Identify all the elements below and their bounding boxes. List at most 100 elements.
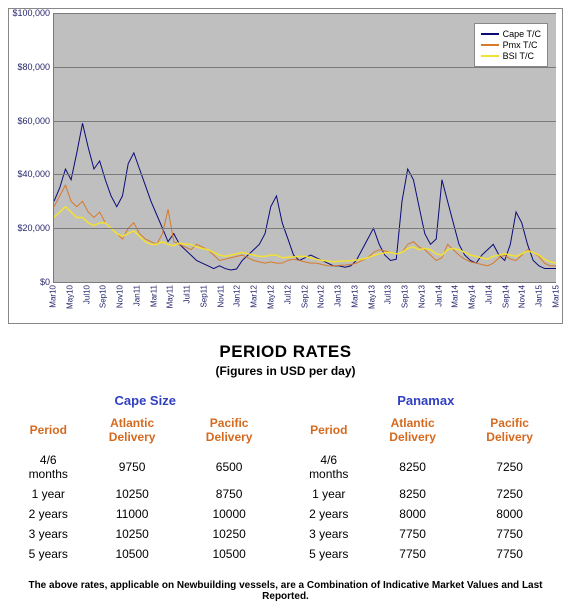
table-cell: 3 years (295, 524, 364, 544)
chart-x-tick: Jan14 (434, 285, 443, 307)
legend-swatch (481, 44, 499, 46)
chart-series-bsi-t-c (54, 207, 556, 263)
table-row: 5 years77507750 (295, 544, 558, 564)
chart-x-tick: Jul14 (484, 285, 493, 304)
table-cell: 9750 (83, 450, 182, 484)
table-cell: 10250 (83, 484, 182, 504)
rate-table-panamax: PanamaxPeriodAtlantic DeliveryPacific De… (295, 392, 558, 564)
table-row: 2 years80008000 (295, 504, 558, 524)
chart-x-axis: Mar10May10Jul10Sep10Nov10Jan11Mar11May11… (53, 283, 556, 321)
chart-legend: Cape T/CPmx T/CBSI T/C (474, 23, 548, 67)
chart-y-tick: $20,000 (17, 223, 54, 233)
table-group-header: Panamax (295, 392, 558, 414)
chart-x-tick: Mar13 (350, 285, 359, 308)
table-column-header: Pacific Delivery (462, 414, 557, 450)
table-cell: 5 years (14, 544, 83, 564)
table-cell: 1 year (14, 484, 83, 504)
table-row: 4/6 months82507250 (295, 450, 558, 484)
chart-y-tick: $80,000 (17, 62, 54, 72)
legend-label: Pmx T/C (503, 40, 538, 50)
chart-x-tick: Jul12 (283, 285, 292, 304)
table-column-header: Period (295, 414, 364, 450)
chart-x-tick: Mar12 (250, 285, 259, 308)
chart-x-tick: May12 (266, 285, 275, 309)
table-cell: 7250 (462, 484, 557, 504)
chart-x-tick: Nov13 (417, 285, 426, 308)
table-column-header: Atlantic Delivery (363, 414, 462, 450)
table-cell: 7750 (363, 524, 462, 544)
chart-x-tick: Jul11 (183, 285, 192, 304)
table-cell: 8750 (182, 484, 277, 504)
table-cell: 4/6 months (295, 450, 364, 484)
chart-x-tick: Sep14 (501, 285, 510, 308)
chart-x-tick: Mar15 (552, 285, 561, 308)
chart-x-tick: May11 (166, 285, 175, 308)
chart-x-tick: Jul10 (82, 285, 91, 304)
chart-series-cape-t-c (54, 123, 556, 270)
table-cell: 3 years (14, 524, 83, 544)
table-cell: 10000 (182, 504, 277, 524)
table-row: 2 years1100010000 (14, 504, 277, 524)
chart-series-pmx-t-c (54, 185, 556, 266)
chart-x-tick: Jul13 (384, 285, 393, 304)
chart-x-tick: Jan13 (334, 285, 343, 307)
table-cell: 8000 (462, 504, 557, 524)
table-cell: 11000 (83, 504, 182, 524)
chart-y-tick: $40,000 (17, 169, 54, 179)
table-row: 4/6 months97506500 (14, 450, 277, 484)
table-cell: 7750 (363, 544, 462, 564)
table-cell: 10500 (182, 544, 277, 564)
rates-tables: Cape SizePeriodAtlantic DeliveryPacific … (8, 392, 563, 564)
table-column-header: Atlantic Delivery (83, 414, 182, 450)
table-cell: 4/6 months (14, 450, 83, 484)
chart-x-tick: Nov12 (317, 285, 326, 308)
chart-plot-area: Cape T/CPmx T/CBSI T/C $0$20,000$40,000$… (53, 13, 556, 283)
chart-x-tick: May13 (367, 285, 376, 309)
chart-x-tick: Jan12 (233, 285, 242, 307)
table-row: 1 year82507250 (295, 484, 558, 504)
chart-y-tick: $60,000 (17, 116, 54, 126)
chart-x-tick: Sep12 (300, 285, 309, 308)
table-cell: 2 years (14, 504, 83, 524)
chart-x-tick: Sep10 (99, 285, 108, 308)
table-cell: 5 years (295, 544, 364, 564)
table-cell: 10500 (83, 544, 182, 564)
table-row: 1 year102508750 (14, 484, 277, 504)
chart-x-tick: Jan15 (535, 285, 544, 307)
chart-y-tick: $100,000 (12, 8, 54, 18)
table-cell: 8250 (363, 484, 462, 504)
chart-x-tick: Jan11 (132, 285, 141, 306)
table-group-header: Cape Size (14, 392, 277, 414)
rates-footnote: The above rates, applicable on Newbuildi… (8, 580, 563, 602)
chart-x-tick: May10 (65, 285, 74, 309)
table-row: 3 years77507750 (295, 524, 558, 544)
legend-item: BSI T/C (481, 51, 541, 61)
table-column-header: Pacific Delivery (182, 414, 277, 450)
chart-x-tick: May14 (468, 285, 477, 309)
legend-swatch (481, 55, 499, 57)
chart-x-tick: Sep13 (401, 285, 410, 308)
table-cell: 10250 (182, 524, 277, 544)
rates-subtitle: (Figures in USD per day) (8, 364, 563, 378)
table-cell: 1 year (295, 484, 364, 504)
rates-chart: Cape T/CPmx T/CBSI T/C $0$20,000$40,000$… (8, 8, 563, 324)
table-cell: 8000 (363, 504, 462, 524)
chart-x-tick: Sep11 (199, 285, 208, 308)
chart-x-tick: Nov11 (216, 285, 225, 308)
table-column-header: Period (14, 414, 83, 450)
legend-label: Cape T/C (503, 29, 541, 39)
table-cell: 7750 (462, 524, 557, 544)
chart-x-tick: Mar11 (149, 285, 158, 307)
rate-table-cape-size: Cape SizePeriodAtlantic DeliveryPacific … (14, 392, 277, 564)
legend-label: BSI T/C (503, 51, 534, 61)
table-cell: 2 years (295, 504, 364, 524)
chart-x-tick: Mar10 (49, 285, 58, 308)
legend-item: Pmx T/C (481, 40, 541, 50)
table-cell: 10250 (83, 524, 182, 544)
table-cell: 8250 (363, 450, 462, 484)
table-cell: 7250 (462, 450, 557, 484)
legend-item: Cape T/C (481, 29, 541, 39)
table-cell: 6500 (182, 450, 277, 484)
table-cell: 7750 (462, 544, 557, 564)
legend-swatch (481, 33, 499, 35)
